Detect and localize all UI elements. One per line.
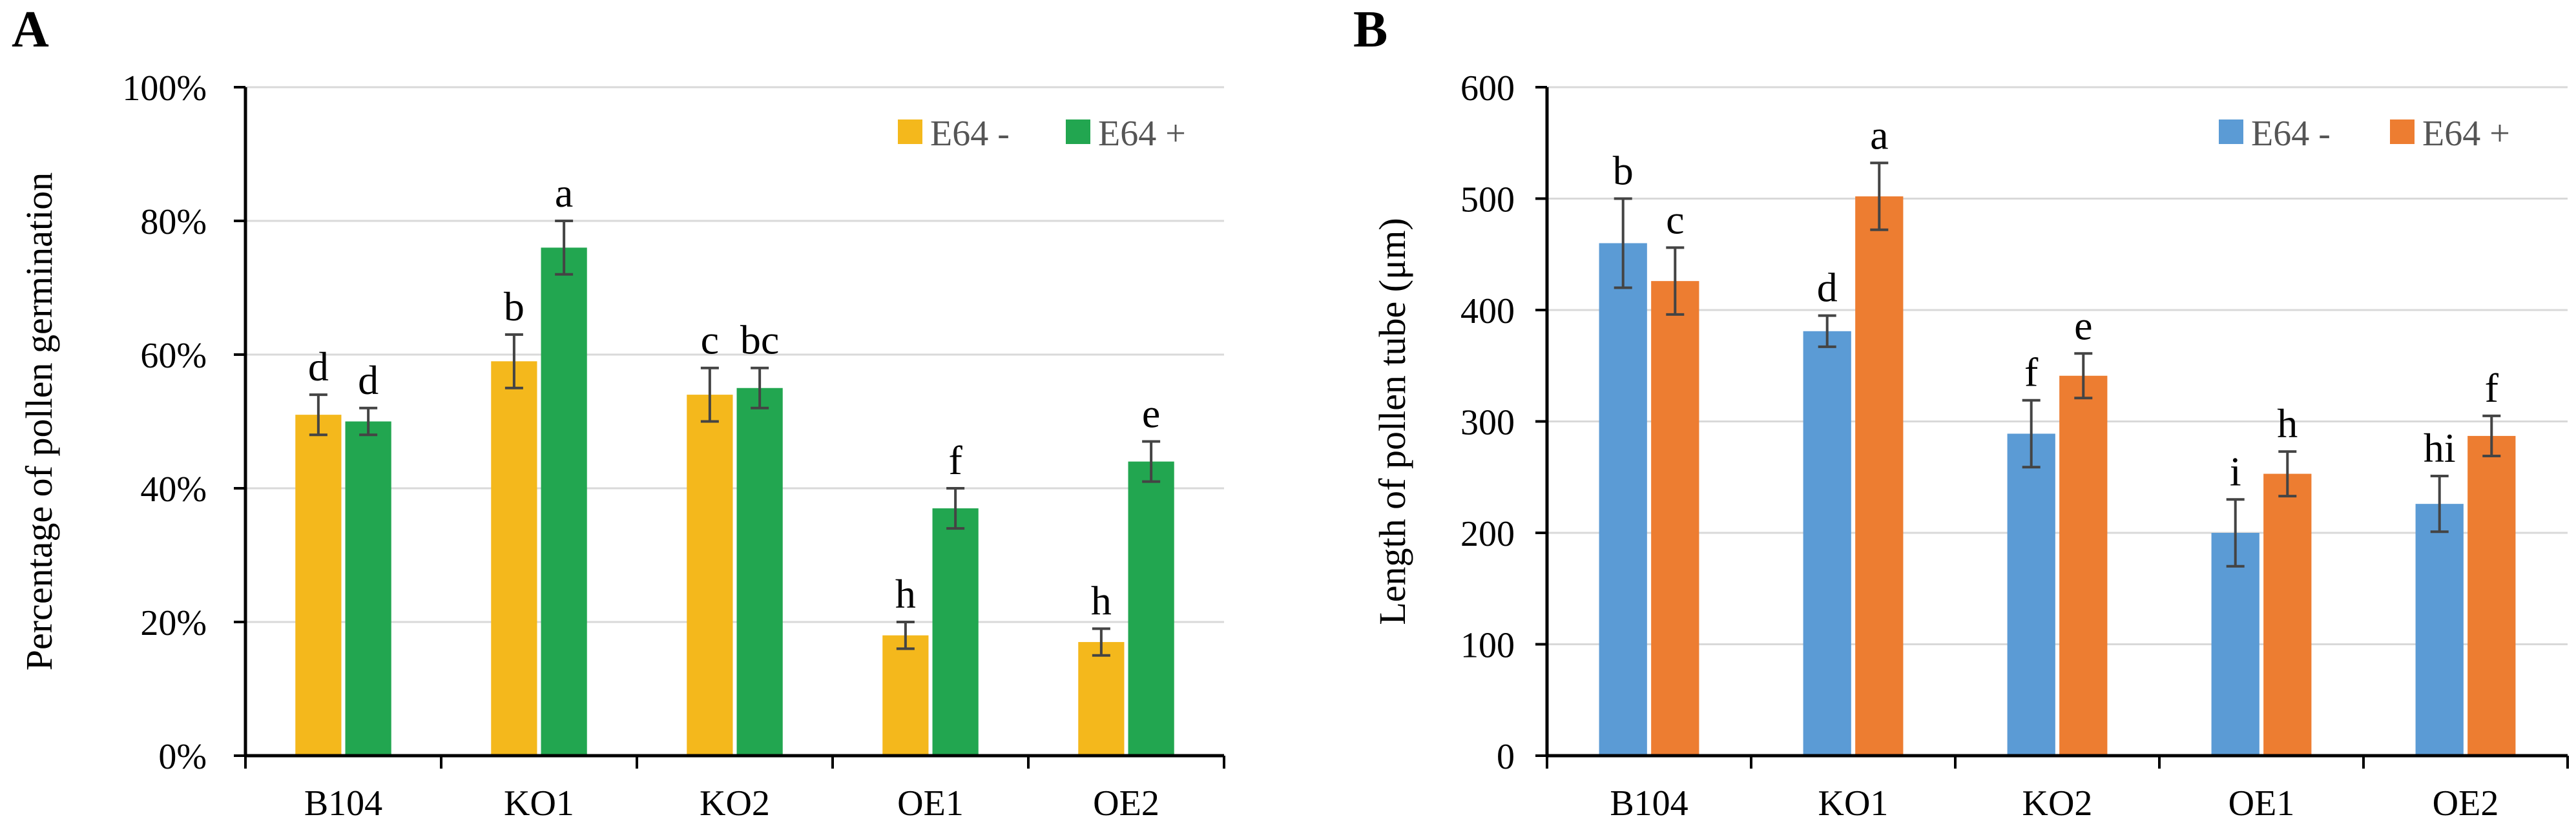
- significance-label: h: [1091, 577, 1112, 623]
- x-tick-label: OE2: [2433, 783, 2499, 823]
- significance-label: f: [2485, 365, 2499, 411]
- x-tick-label: B104: [1610, 783, 1688, 823]
- y-tick-label: 0: [1497, 737, 1515, 777]
- x-tick-label: KO1: [504, 783, 574, 823]
- bar-a-s0-ko2: [687, 395, 733, 756]
- y-tick-label: 80%: [140, 202, 207, 242]
- bar-b-s0-ko1: [1803, 331, 1851, 756]
- y-axis-title: Length of pollen tube (μm): [1371, 218, 1413, 625]
- y-tick-label: 60%: [140, 336, 207, 376]
- y-axis-title: Percentage of pollen germination: [18, 172, 60, 670]
- y-tick-label: 500: [1460, 180, 1515, 220]
- legend-swatch-e64-plus: [2390, 119, 2415, 144]
- significance-label: i: [2230, 448, 2241, 494]
- legend-label-e64-minus: E64 -: [2251, 114, 2331, 154]
- panel-letter-a: A: [12, 1, 49, 58]
- significance-label: b: [504, 284, 525, 329]
- bar-b-s1-oe1: [2263, 473, 2312, 756]
- significance-label: e: [2074, 302, 2092, 348]
- significance-label: a: [1870, 112, 1888, 158]
- y-tick-label: 300: [1460, 403, 1515, 443]
- x-tick-label: OE1: [897, 783, 964, 823]
- significance-label: bc: [740, 317, 779, 363]
- bar-b-s0-oe1: [2211, 533, 2259, 756]
- x-tick-label: OE1: [2228, 783, 2295, 823]
- bar-b-s1-oe2: [2467, 435, 2516, 756]
- significance-label: f: [2024, 349, 2039, 395]
- significance-label: c: [701, 317, 719, 363]
- bar-b-s1-ko2: [2059, 375, 2108, 756]
- legend-swatch-e64-plus: [1066, 119, 1090, 144]
- x-tick-label: OE2: [1093, 783, 1159, 823]
- significance-label: d: [358, 357, 379, 403]
- x-tick-label: B104: [304, 783, 382, 823]
- x-tick-label: KO2: [700, 783, 770, 823]
- significance-label: h: [895, 571, 916, 617]
- significance-label: e: [1142, 391, 1160, 437]
- legend-label-e64-plus: E64 +: [1098, 114, 1186, 154]
- y-tick-label: 100: [1460, 626, 1515, 666]
- significance-label: a: [555, 170, 573, 216]
- bar-b-s0-b104: [1599, 243, 1647, 756]
- bar-a-s1-b104: [345, 421, 391, 756]
- y-tick-label: 400: [1460, 291, 1515, 331]
- y-tick-label: 40%: [140, 470, 207, 510]
- y-tick-label: 100%: [122, 68, 207, 109]
- significance-label: b: [1613, 148, 1634, 194]
- bar-a-s0-oe2: [1078, 642, 1125, 756]
- bar-a-s0-oe1: [882, 635, 929, 756]
- bar-a-s1-ko2: [736, 388, 783, 756]
- legend-swatch-e64-minus: [898, 119, 922, 144]
- bar-b-s1-b104: [1651, 281, 1699, 756]
- y-tick-label: 20%: [140, 603, 207, 643]
- bar-b-s0-oe2: [2415, 504, 2464, 756]
- legend-label-e64-plus: E64 +: [2422, 114, 2510, 154]
- y-tick-label: 0%: [158, 737, 207, 777]
- bar-a-s1-oe2: [1128, 461, 1174, 756]
- bar-a-s0-ko1: [491, 361, 537, 756]
- bar-a-s1-oe1: [932, 508, 979, 756]
- significance-label: f: [948, 437, 962, 483]
- bar-a-s1-ko1: [541, 247, 587, 756]
- legend-label-e64-minus: E64 -: [930, 114, 1010, 154]
- panel-letter-b: B: [1353, 1, 1387, 58]
- significance-label: d: [1817, 265, 1838, 311]
- legend-swatch-e64-minus: [2219, 119, 2243, 144]
- significance-label: c: [1666, 196, 1684, 242]
- y-tick-label: 600: [1460, 68, 1515, 109]
- significance-label: d: [308, 344, 329, 389]
- significance-label: h: [2277, 400, 2298, 446]
- bar-b-s1-ko1: [1855, 196, 1904, 756]
- x-tick-label: KO1: [1818, 783, 1889, 823]
- x-tick-label: KO2: [2022, 783, 2093, 823]
- bar-b-s0-ko2: [2007, 433, 2055, 756]
- y-tick-label: 200: [1460, 514, 1515, 554]
- significance-label: hi: [2424, 425, 2456, 471]
- bar-a-s0-b104: [295, 415, 342, 756]
